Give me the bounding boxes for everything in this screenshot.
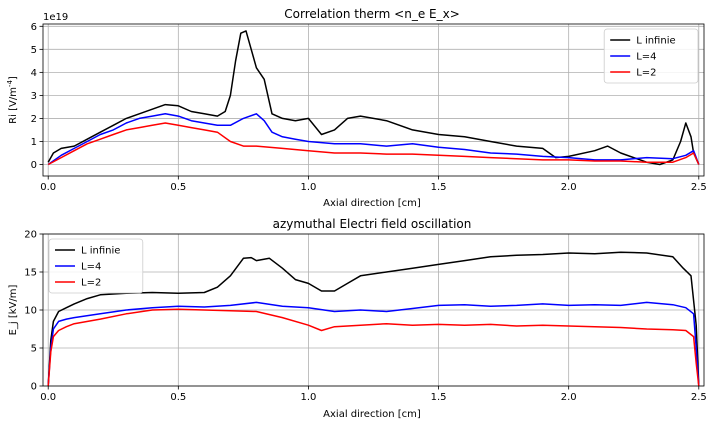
y-tick-label: 0: [31, 160, 37, 171]
y-tick-label: 4: [31, 68, 37, 79]
series-line-l-2: [47, 308, 700, 387]
legend-label-l-4: L=4: [636, 52, 656, 63]
y-tick-label: 3: [31, 91, 37, 102]
y-tick-label: 2: [31, 114, 37, 125]
x-tick-label: 0.0: [40, 392, 56, 403]
series-line-l-2: [47, 122, 700, 166]
legend-label-l-4: L=4: [81, 262, 101, 273]
x-tick-label: 2.0: [561, 182, 577, 193]
x-tick-label: 0.5: [170, 392, 186, 403]
legend-label-l-infinie: L infinie: [636, 36, 675, 47]
series-line-l-infinie: [47, 30, 700, 166]
y-tick-label: 5: [31, 344, 37, 355]
x-axis-label: Axial direction [cm]: [323, 198, 421, 209]
x-tick-label: 0.0: [40, 182, 56, 193]
y-axis-label: Ri [V/m-4]: [6, 76, 19, 124]
legend-box: [48, 238, 144, 294]
y-tick-label: 6: [31, 22, 37, 33]
chart-azimuthal-field: azymuthal Electri field oscillation 0.0 0…: [8, 217, 707, 420]
x-tick-label: 1.5: [431, 182, 447, 193]
legend: L infinie L=4 L=2: [603, 28, 699, 84]
y-tick-label: 1: [31, 137, 37, 148]
series-line-l-4: [47, 301, 700, 387]
y-tick-label: 15: [24, 268, 37, 279]
x-tick-label: 0.5: [170, 182, 186, 193]
x-tick-label: 1.0: [300, 392, 316, 403]
y-tick-label: 20: [24, 230, 37, 241]
x-tick-label: 2.0: [561, 392, 577, 403]
plot-frame: [42, 23, 705, 177]
x-tick-label: 1.0: [300, 182, 316, 193]
y-tick-label: 0: [31, 382, 37, 393]
legend-label-l-2: L=2: [81, 278, 101, 289]
y-axis-label: E_j [kV/m]: [8, 284, 19, 335]
legend-label-l-infinie: L infinie: [81, 246, 120, 257]
x-tick-label: 2.5: [691, 392, 707, 403]
chart-title: azymuthal Electri field oscillation: [273, 217, 472, 231]
legend-box: [603, 28, 699, 84]
legend-label-l-2: L=2: [636, 68, 656, 79]
y-axis-label-superscript: -4: [6, 80, 14, 88]
chart-title: Correlation therm <n_e E_x>: [284, 7, 460, 21]
series-line-l-4: [47, 113, 700, 166]
offset-text: 1e19: [43, 12, 68, 23]
y-tick-label: 10: [24, 306, 37, 317]
y-tick-label: 5: [31, 45, 37, 56]
series-line-l-infinie: [47, 251, 700, 387]
y-axis-label-end: ]: [8, 76, 19, 80]
chart-correlation-term: Correlation therm <n_e E_x> 1e19 0.0 0.5 1…: [6, 7, 707, 209]
x-tick-label: 1.5: [431, 392, 447, 403]
x-axis-label: Axial direction [cm]: [323, 409, 421, 420]
legend: L infinie L=4 L=2: [48, 238, 144, 294]
x-tick-label: 2.5: [691, 182, 707, 193]
